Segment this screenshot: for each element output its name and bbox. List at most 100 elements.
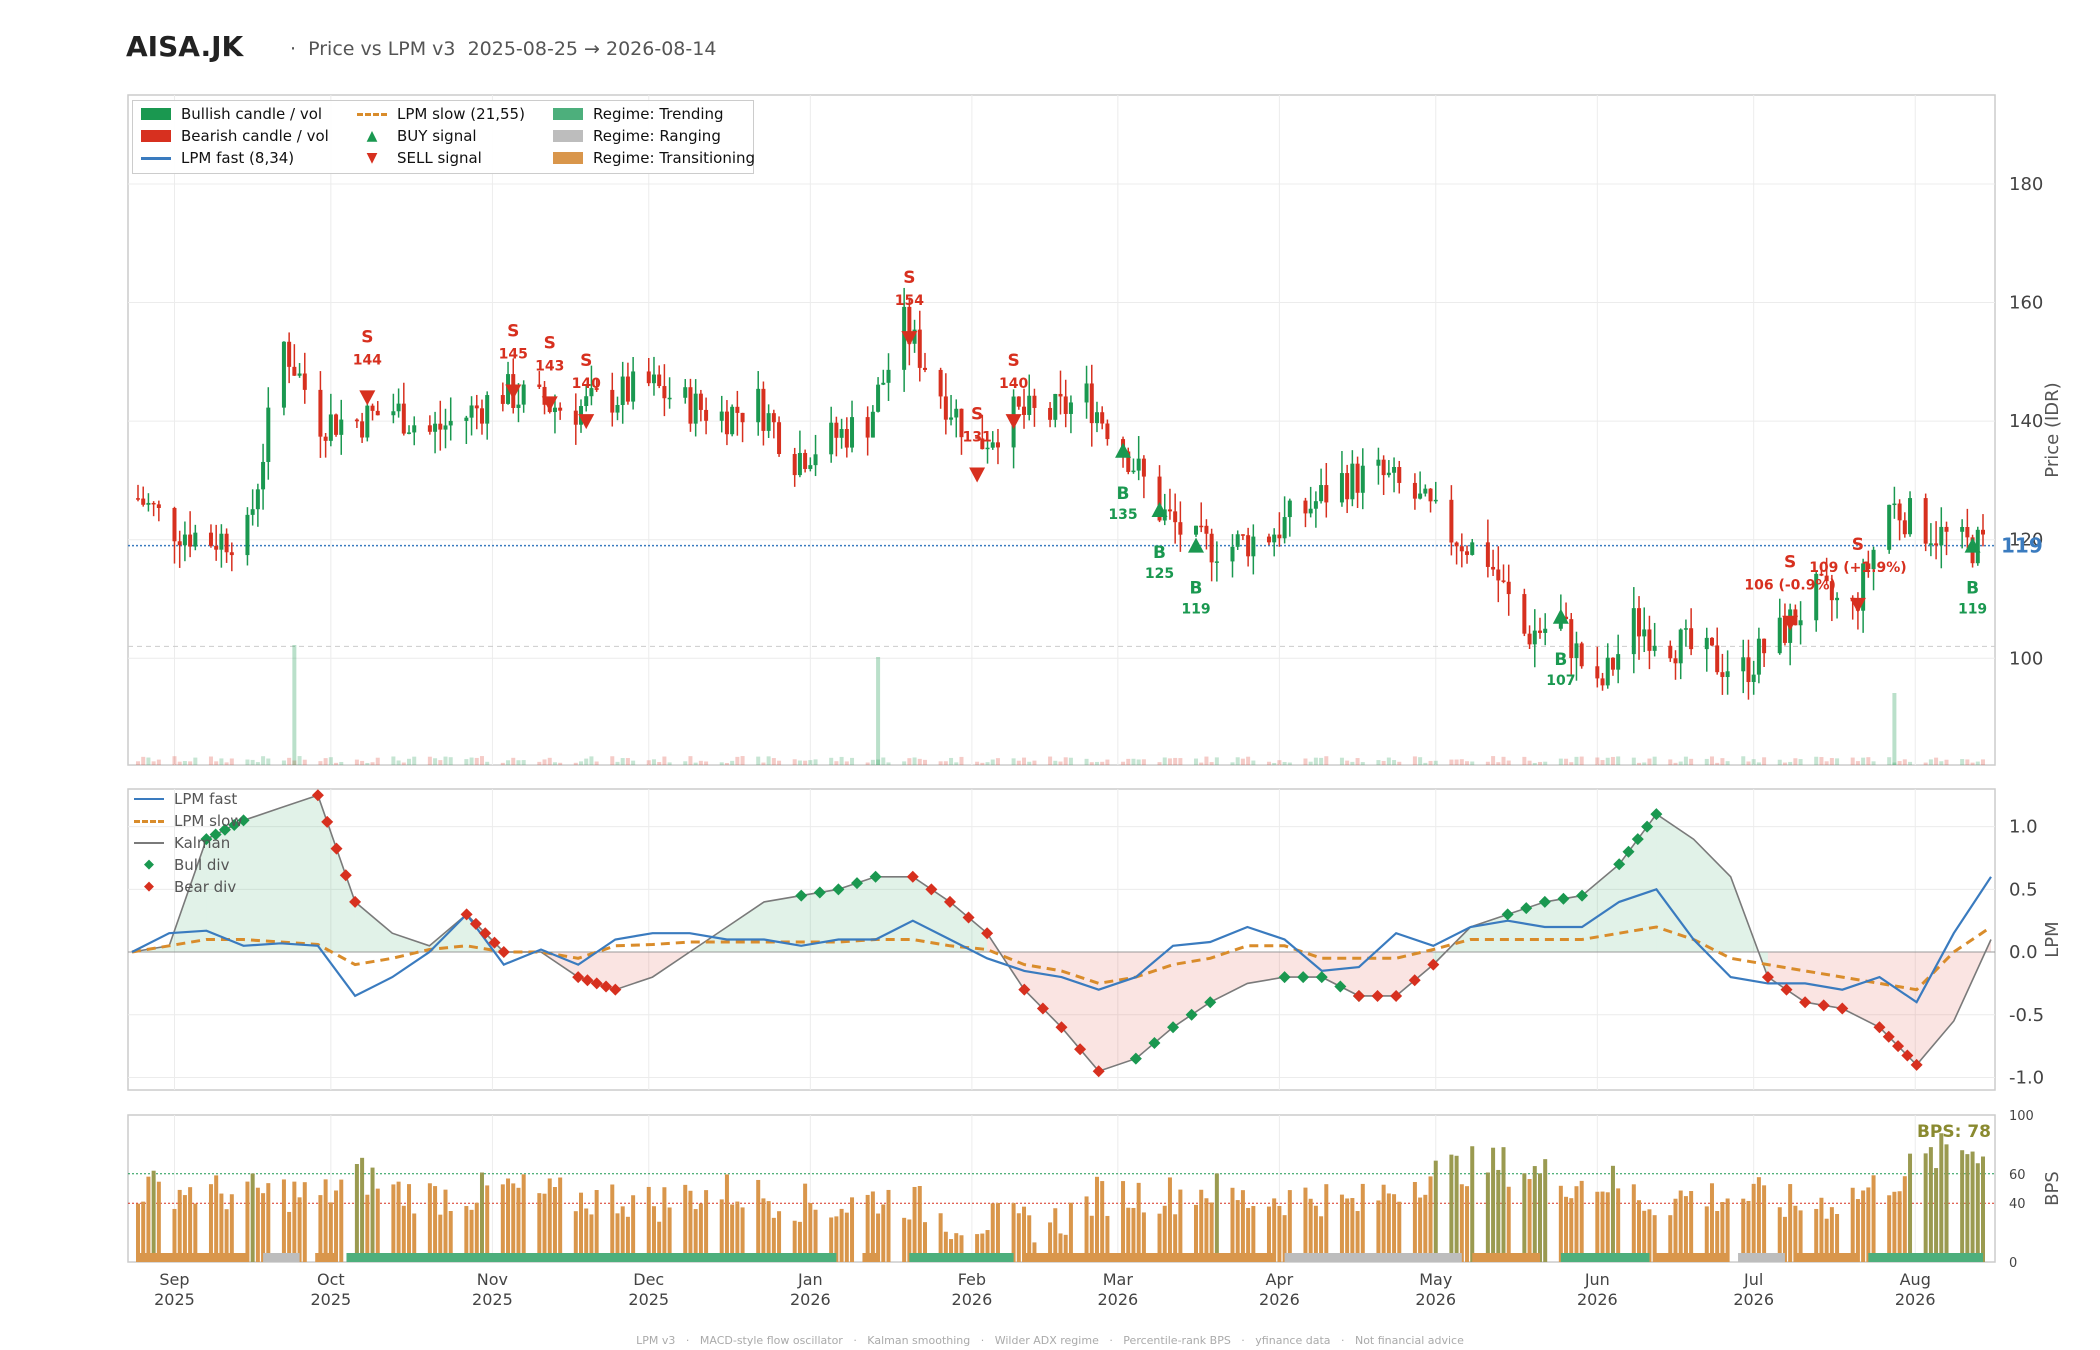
volume-bar: [292, 760, 297, 765]
lpm-ylabel: LPM: [2042, 921, 2063, 957]
volume-bar: [485, 761, 490, 765]
candle-body: [584, 396, 589, 407]
volume-bar: [1871, 761, 1876, 765]
candle-body: [1251, 536, 1256, 557]
bps-bar: [141, 1201, 146, 1262]
volume-bar: [1360, 762, 1365, 765]
volume-bar: [1173, 757, 1178, 765]
candle-body: [297, 373, 302, 376]
bps-bar: [396, 1181, 401, 1262]
kalman-area: [1358, 952, 1397, 996]
candle-body: [761, 388, 766, 431]
candle-body: [1616, 654, 1621, 670]
kalman-area: [1805, 952, 1843, 1009]
volume-bar: [985, 762, 990, 765]
bps-bar: [1251, 1206, 1256, 1262]
kalman-area: [243, 807, 281, 953]
bull-div-marker: [1204, 996, 1217, 1009]
candle-body: [1277, 534, 1282, 539]
bps-bar: [1762, 1185, 1767, 1262]
volume-spike: [1892, 693, 1897, 765]
bps-bar: [594, 1190, 599, 1262]
candle-body: [401, 403, 406, 434]
candle-body: [182, 534, 187, 546]
volume-bar: [1970, 762, 1975, 765]
volume-bar: [1491, 756, 1496, 765]
candle-body: [474, 405, 479, 409]
candle-body: [876, 384, 881, 412]
volume-bar: [683, 761, 688, 765]
sell-signal-price: 109 (+1.9%): [1809, 560, 1906, 576]
volume-bar: [1892, 762, 1897, 765]
volume-bar: [1465, 761, 1470, 765]
sell-signal-price: 145: [499, 346, 528, 362]
bps-bar: [1230, 1187, 1235, 1262]
volume-bar: [1637, 762, 1642, 765]
bear-div-marker: [488, 936, 501, 949]
candle-body: [1496, 569, 1501, 581]
bps-bar: [1339, 1194, 1344, 1262]
volume-bar: [287, 757, 292, 765]
volume-bar: [938, 761, 943, 765]
candle-body: [172, 507, 177, 542]
volume-bar: [876, 759, 881, 765]
candle-body: [954, 408, 959, 418]
candle-body: [1339, 473, 1344, 503]
volume-bar: [443, 756, 448, 765]
candle-body: [1428, 488, 1433, 502]
bps-bar: [1178, 1189, 1183, 1262]
bps-bar: [250, 1173, 255, 1262]
bear-div-marker: [1882, 1030, 1895, 1043]
volume-bar: [1725, 761, 1730, 765]
bear-div-marker: [1055, 1021, 1068, 1034]
bps-bar: [902, 1217, 907, 1262]
volume-bar: [1569, 762, 1574, 765]
candle-body: [980, 438, 985, 450]
candle-body: [214, 545, 219, 550]
candle-body: [1355, 463, 1360, 493]
candle-body: [813, 454, 818, 466]
sell-signal-label: S: [903, 268, 915, 288]
bps-bar: [401, 1205, 406, 1262]
candle-body: [698, 393, 703, 410]
volume-bar: [1631, 757, 1636, 765]
candle-body: [1861, 563, 1866, 611]
bps-bar: [1470, 1146, 1475, 1262]
candle-body: [391, 411, 396, 416]
candle-body: [1668, 645, 1673, 659]
candle-body: [735, 406, 740, 413]
volume-bar: [297, 756, 302, 765]
kalman-area: [838, 876, 876, 953]
buy-signal-marker: [1188, 537, 1205, 553]
candle-body: [219, 533, 224, 550]
bear-div-marker: [1892, 1040, 1905, 1053]
bps-bar: [756, 1179, 761, 1262]
lpm-ytick: -0.5: [2009, 1005, 2044, 1026]
volume-bar: [1105, 759, 1110, 765]
volume-bar: [1063, 757, 1068, 765]
bps-bar: [615, 1213, 620, 1262]
volume-bar: [1819, 757, 1824, 765]
bps-bar: [985, 1230, 990, 1262]
kalman-area: [949, 901, 988, 953]
bps-bar: [136, 1203, 140, 1262]
candle-body: [255, 489, 260, 510]
bull-div-marker: [237, 814, 250, 827]
volume-bar: [1157, 762, 1162, 765]
bull-div-marker: [1334, 980, 1347, 993]
candle-body: [537, 384, 542, 387]
regime-segment: [1472, 1253, 1540, 1262]
candle-body: [704, 409, 709, 421]
volume-bar: [1496, 762, 1501, 765]
volume-bar: [1934, 757, 1939, 765]
bps-bar: [1016, 1213, 1021, 1262]
volume-bar: [156, 759, 161, 765]
bull-div-marker: [1501, 908, 1514, 921]
candle-body: [949, 417, 954, 420]
candle-body: [1824, 575, 1829, 582]
bps-bar: [375, 1188, 380, 1262]
bps-bar: [1048, 1222, 1053, 1262]
bps-bar: [339, 1179, 344, 1262]
candle-body: [1704, 637, 1709, 650]
bps-bar: [1094, 1176, 1099, 1262]
